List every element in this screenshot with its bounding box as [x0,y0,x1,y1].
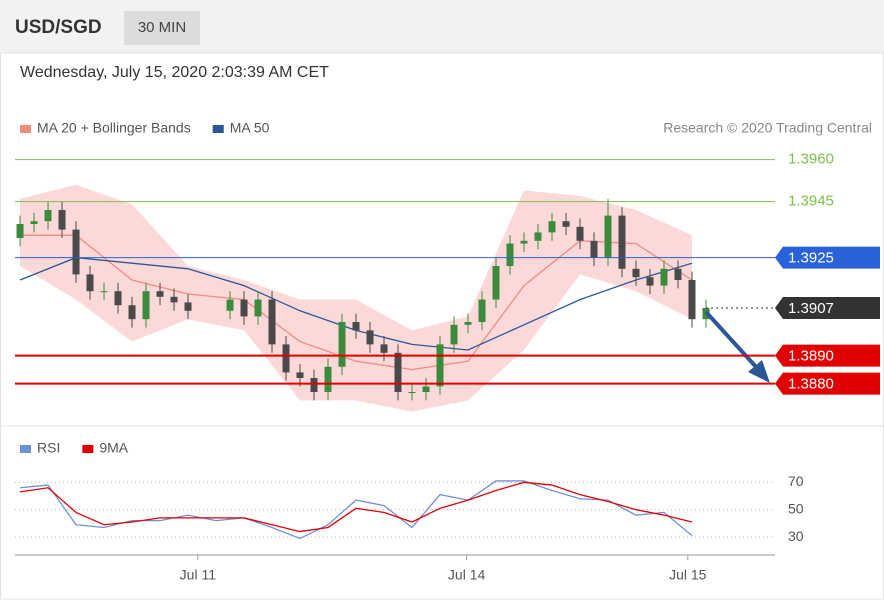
x-tick-label: Jul 11 [180,567,217,583]
candle-body [408,392,416,393]
legend-swatch [82,445,94,453]
price-level-label: 1.3880 [788,376,834,393]
y-tick-label: 30 [788,528,804,544]
candle-body [114,291,122,306]
candle-body [380,344,388,353]
candle-body [646,277,654,286]
candle-body [478,299,486,322]
candle-body [58,210,66,230]
candle-body [660,268,668,286]
forecast-arrow [704,310,759,370]
credit: Research © 2020 Trading Central [663,120,872,136]
candle-body [688,280,696,320]
legend-label: 9MA [99,440,128,456]
candle-body [310,378,318,392]
candle-body [338,322,346,367]
candle-body [534,232,542,241]
candle-body [296,372,304,378]
candle-body [128,305,136,320]
price-level-label: 1.3960 [788,151,834,168]
legend-swatch [20,445,31,453]
forecast-arrowhead [748,360,770,383]
price-level-label: 1.3945 [788,193,834,210]
candle-body [492,266,500,300]
candle-body [324,366,332,392]
price-level-box [775,297,880,319]
price-level-box [775,246,880,269]
candle-body [30,221,38,224]
candle-body [142,291,150,320]
candle-body [86,274,94,292]
candle-body [464,322,472,325]
candle-body [506,243,514,266]
candle-body [562,221,570,227]
candle-body [618,215,626,269]
y-tick-label: 70 [788,473,804,489]
candle-body [352,322,360,331]
candle-body [100,291,108,293]
price-level-label: 1.3907 [788,300,834,317]
price-level-label: 1.3890 [788,348,834,365]
candle-body [576,226,584,241]
legend-label: MA 50 [230,120,270,136]
price-level-box [775,344,880,367]
candle-body [268,299,276,345]
candle-body [674,268,682,280]
candle-body [590,240,598,258]
candle-body [520,240,528,244]
candle-body [604,215,612,258]
candle-body [156,291,164,297]
candle-body [394,352,402,392]
candle-body [184,302,192,311]
symbol: USD/SGD [15,17,102,38]
candle-body [366,330,374,345]
interval-box[interactable] [124,11,200,45]
candle-body [632,268,640,278]
candle-body [170,296,178,303]
interval[interactable]: 30 MIN [138,19,186,36]
candle-body [240,299,248,317]
candle-body [16,224,24,238]
candle-body [44,210,52,222]
y-tick-label: 50 [788,500,804,516]
timestamp: Wednesday, July 15, 2020 2:03:39 AM CET [20,64,329,81]
price-level-label: 1.3925 [788,250,834,267]
candle-body [226,299,234,311]
x-tick-label: Jul 14 [448,567,486,583]
candle-body [282,344,290,373]
candle-body [422,386,430,392]
candle-body [548,221,556,233]
candle-body [72,229,80,275]
candle-body [450,324,458,345]
legend-label: MA 20 + Bollinger Bands [37,120,191,136]
legend-swatch [212,125,224,133]
legend-swatch [20,125,31,133]
rsi-line [19,481,693,533]
price-level-box [775,372,880,395]
candle-body [254,299,262,317]
candle-body [436,344,444,387]
x-tick-label: Jul 15 [669,567,707,583]
rsi-line [19,480,693,540]
legend-label: RSI [37,440,60,456]
